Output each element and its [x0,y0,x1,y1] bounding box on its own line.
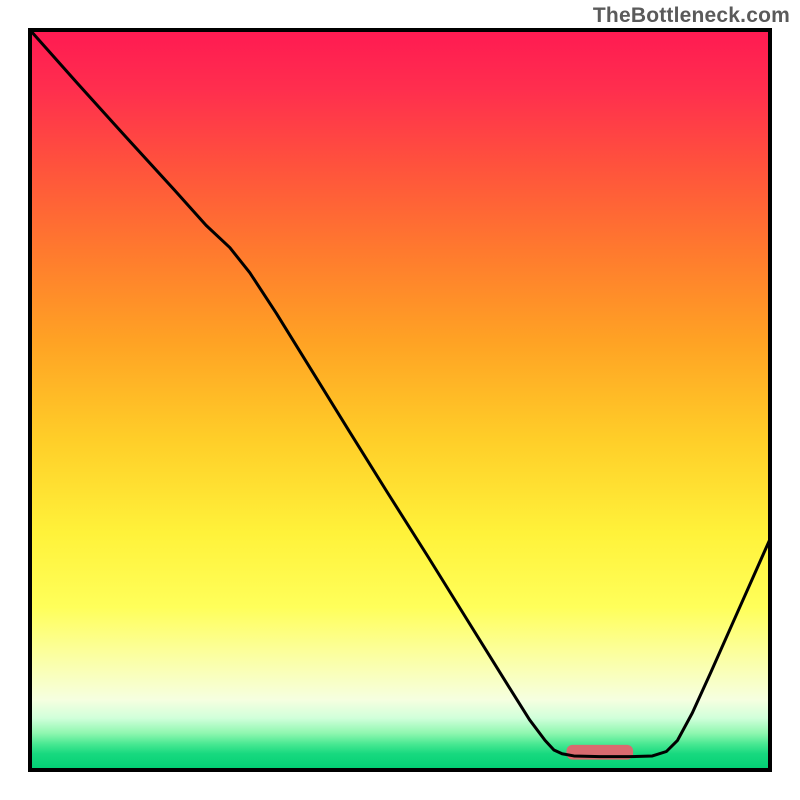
plot-background [30,30,770,770]
watermark-text: TheBottleneck.com [593,4,790,28]
gradient-line-chart [0,0,800,800]
chart-container: TheBottleneck.com [0,0,800,800]
